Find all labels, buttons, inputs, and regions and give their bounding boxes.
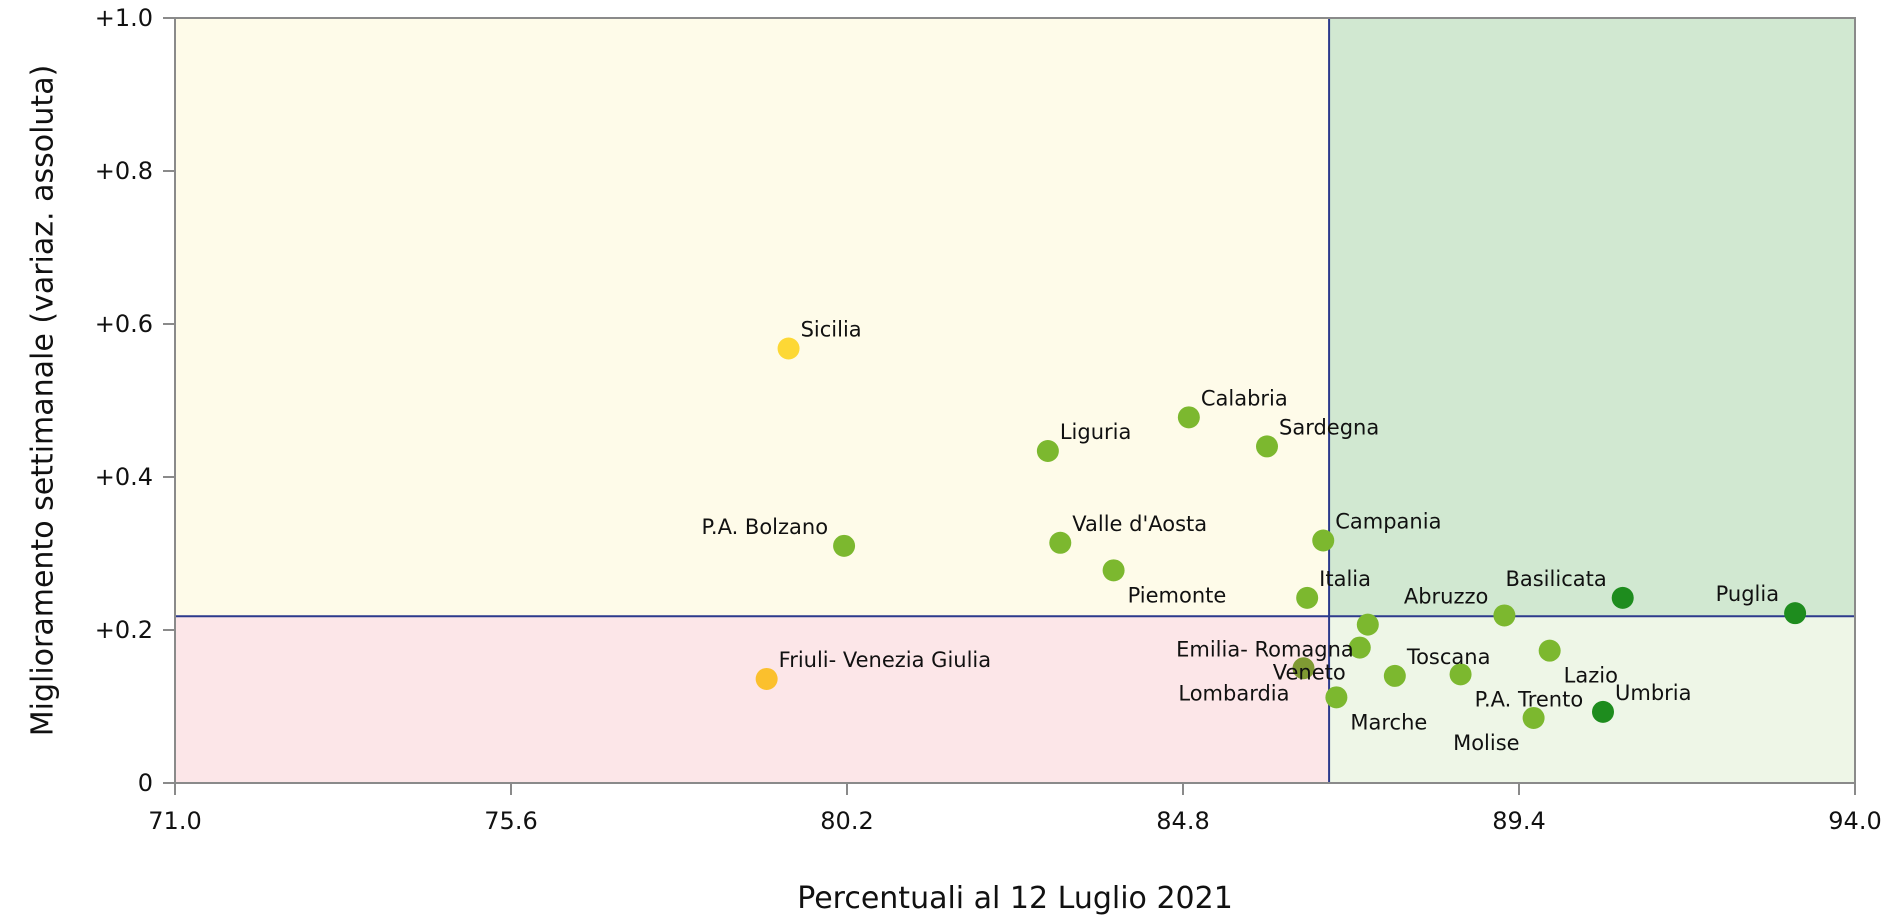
y-axis-title: Miglioramento settimanale (variaz. assol… (26, 65, 61, 737)
quadrant-bottom-left (175, 616, 1330, 783)
point-label-marche: Marche (1350, 710, 1427, 734)
point-label-puglia: Puglia (1716, 582, 1779, 606)
quadrant-backgrounds (175, 18, 1855, 783)
point-p-a-trento (1449, 663, 1472, 686)
point-veneto (1348, 636, 1371, 659)
point-label-umbria: Umbria (1615, 681, 1692, 705)
point-label-liguria: Liguria (1060, 420, 1132, 444)
point-marche (1325, 686, 1348, 709)
x-tick-label: 94.0 (1828, 807, 1881, 835)
point-piemonte (1102, 559, 1125, 582)
point-label-calabria: Calabria (1201, 386, 1288, 410)
point-sicilia (777, 337, 800, 360)
x-tick-label: 71.0 (148, 807, 201, 835)
point-label-veneto: Veneto (1273, 661, 1346, 685)
point-label-lazio: Lazio (1564, 664, 1618, 688)
y-tick-label: +1.0 (95, 4, 153, 32)
point-label-campania: Campania (1335, 509, 1441, 533)
point-friuli-venezia-giulia (755, 667, 778, 690)
data-points (755, 337, 1807, 729)
y-tick-label: +0.2 (95, 616, 153, 644)
point-label-lombardia: Lombardia (1178, 681, 1289, 705)
y-tick-label: +0.6 (95, 310, 153, 338)
reference-lines (175, 18, 1855, 783)
point-label-toscana: Toscana (1406, 645, 1491, 669)
y-axis-ticks: 0 +0.2 +0.4 +0.6 +0.8 +1.0 (95, 4, 175, 797)
y-tick-label: 0 (138, 769, 153, 797)
point-label-p-a-trento: P.A. Trento (1475, 687, 1584, 711)
point-sardegna (1256, 435, 1278, 458)
point-lazio (1538, 639, 1561, 662)
point-valle-d-aosta (1049, 531, 1072, 554)
y-tick-label: +0.8 (95, 157, 153, 185)
point-label-piemonte: Piemonte (1128, 583, 1227, 607)
point-label-abruzzo: Abruzzo (1404, 584, 1489, 608)
point-abruzzo (1493, 604, 1516, 627)
point-molise (1522, 706, 1545, 729)
x-axis-title: Percentuali al 12 Luglio 2021 (797, 881, 1233, 915)
point-label-emilia-romagna: Emilia- Romagna (1176, 638, 1354, 662)
point-toscana (1383, 664, 1406, 687)
point-umbria (1592, 700, 1614, 723)
point-basilicata (1611, 586, 1634, 609)
quadrant-bottom-right (1329, 616, 1855, 783)
quadrant-top-right (1329, 18, 1855, 617)
x-tick-label: 84.8 (1156, 807, 1209, 835)
point-labels: Sicilia Friuli- Venezia Giulia P.A. Bolzan… (702, 317, 1780, 754)
point-italia (1296, 586, 1319, 609)
point-label-p-a-bolzano: P.A. Bolzano (702, 515, 829, 539)
point-label-basilicata: Basilicata (1505, 567, 1606, 591)
point-campania (1312, 529, 1335, 552)
point-label-valle-d-aosta: Valle d'Aosta (1072, 512, 1207, 536)
point-calabria (1177, 406, 1200, 429)
x-tick-label: 80.2 (820, 807, 873, 835)
point-lombardia (1292, 657, 1315, 680)
point-liguria (1036, 439, 1059, 462)
quadrant-top-left (175, 18, 1330, 617)
y-tick-label: +0.4 (95, 463, 153, 491)
point-p-a-bolzano (833, 534, 856, 557)
point-label-italia: Italia (1319, 567, 1371, 591)
point-puglia (1784, 602, 1807, 625)
x-tick-label: 89.4 (1492, 807, 1545, 835)
point-label-sicilia: Sicilia (801, 317, 862, 341)
plot-frame (174, 17, 1856, 784)
point-label-friuli-venezia-giulia: Friuli- Venezia Giulia (779, 648, 992, 672)
point-label-sardegna: Sardegna (1279, 415, 1379, 439)
point-emilia-romagna (1356, 613, 1379, 636)
x-tick-label: 75.6 (484, 807, 537, 835)
x-axis-ticks: 71.0 75.6 80.2 84.8 89.4 94.0 (148, 783, 1882, 835)
point-label-molise: Molise (1453, 731, 1520, 755)
